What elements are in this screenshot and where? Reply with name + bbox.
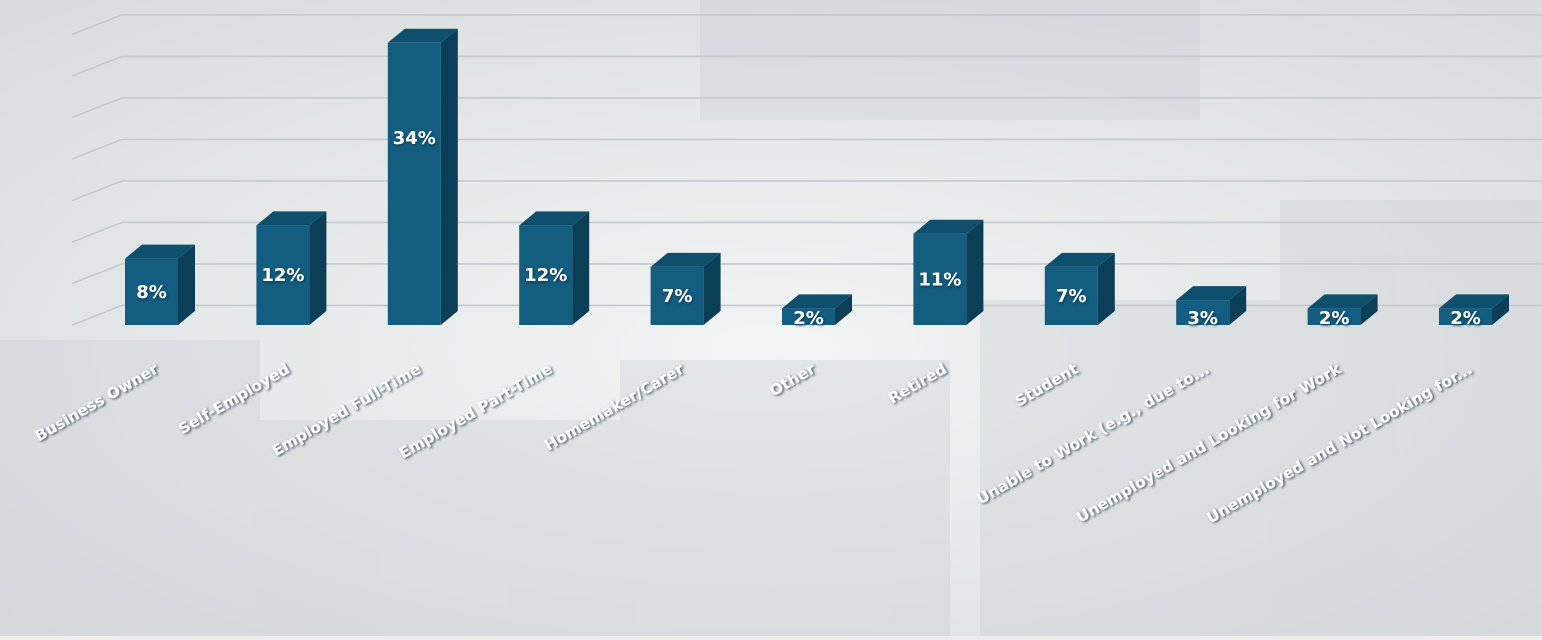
bar: [256, 211, 327, 325]
value-label: 12%: [524, 265, 567, 286]
bar: [1439, 294, 1509, 325]
gridline: [71, 14, 1542, 36]
bar-top: [650, 252, 721, 267]
bar-front: [387, 42, 441, 326]
bar: [387, 28, 458, 326]
bar-front: [256, 225, 310, 325]
value-label: 7%: [1056, 286, 1087, 307]
bar-front: [913, 233, 967, 325]
background-shape: [260, 420, 620, 636]
bar: [1044, 252, 1115, 325]
bar: [1307, 294, 1378, 325]
value-label: 3%: [1187, 308, 1218, 329]
bar-top: [1044, 252, 1115, 267]
bar-side: [440, 28, 458, 326]
bar-front: [125, 258, 178, 325]
bar-top: [1176, 286, 1247, 301]
value-label: 34%: [393, 128, 436, 149]
gridline: [71, 55, 1542, 77]
bar-front: [1307, 308, 1361, 325]
bar-top: [1307, 294, 1378, 309]
bar: [782, 294, 852, 325]
value-label: 2%: [793, 308, 824, 329]
bar: [1176, 286, 1247, 325]
bar-front: [1176, 300, 1230, 325]
bar-side: [309, 211, 327, 325]
background-shape: [700, 0, 1200, 120]
bar-top: [256, 211, 327, 226]
bar-front: [650, 266, 704, 325]
value-label: 8%: [136, 282, 167, 303]
bar-side: [835, 294, 852, 325]
bar-front: [1044, 266, 1098, 325]
bar-top: [519, 211, 590, 226]
bar: [650, 252, 721, 325]
gridline: [71, 221, 1542, 243]
bar-front: [1439, 308, 1492, 325]
bar-side: [1360, 294, 1378, 325]
background-shape: [980, 300, 1280, 636]
bar-top: [387, 28, 458, 43]
bar-top: [782, 294, 852, 309]
background-shape: [0, 340, 260, 640]
bar-top: [125, 244, 195, 259]
bar-top: [913, 219, 984, 234]
bar-side: [572, 211, 590, 325]
bar: [125, 244, 195, 325]
bar-side: [1229, 286, 1247, 325]
value-label: 7%: [662, 286, 693, 307]
background-shape: [620, 360, 950, 636]
gridline: [71, 97, 1542, 119]
bar-front: [782, 308, 835, 325]
value-label: 2%: [1450, 308, 1481, 329]
bar-side: [703, 252, 721, 325]
bar-top: [1439, 294, 1509, 309]
bar: [913, 219, 984, 325]
value-label: 12%: [261, 265, 304, 286]
bar: [519, 211, 590, 325]
bar-side: [966, 219, 984, 325]
bar-side: [178, 244, 195, 325]
bar-side: [1492, 294, 1509, 325]
value-labels: 8% 12% 34% 12% 7% 2% 11% 7% 3% 2% 2%: [136, 128, 1481, 329]
gridline: [71, 138, 1542, 160]
value-label: 11%: [918, 269, 961, 290]
background-shape: [1280, 200, 1542, 636]
value-label: 2%: [1319, 308, 1350, 329]
bars: [125, 28, 1509, 326]
bar-front: [519, 225, 573, 325]
gridline: [71, 180, 1542, 202]
bar-side: [1097, 252, 1115, 325]
